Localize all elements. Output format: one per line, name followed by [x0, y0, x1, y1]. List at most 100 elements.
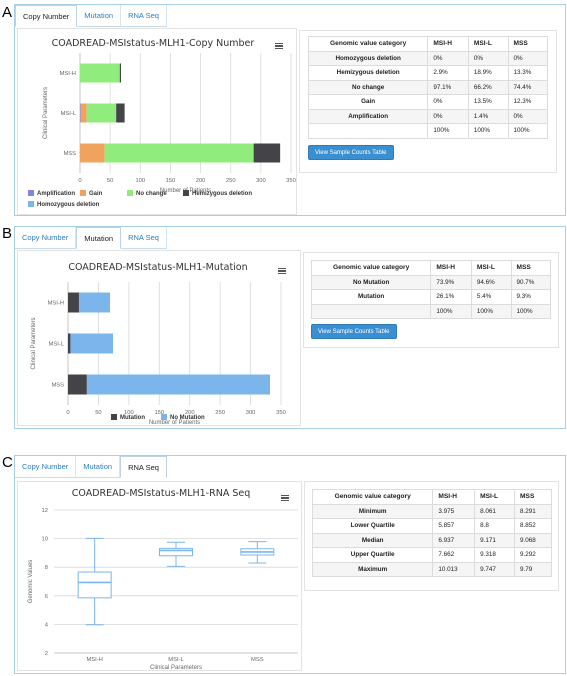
- value-cell: 0%: [427, 94, 469, 110]
- column-header: MSS: [514, 489, 552, 505]
- row-category-cell: [307, 123, 429, 139]
- x-tick-label: MSI-L: [168, 657, 184, 663]
- panel-b: Copy Number Mutation RNA Seq COADREAD-MS…: [14, 226, 566, 429]
- x-tick-label: 150: [154, 410, 164, 416]
- legend-swatch: [80, 190, 86, 196]
- value-cell: 73.9%: [430, 274, 472, 290]
- value-cell: 94.6%: [470, 274, 512, 290]
- tab-bar: Copy Number Mutation RNA Seq: [15, 456, 167, 478]
- tab-bar: Copy Number Mutation RNA Seq: [15, 5, 167, 27]
- bar-segment: [68, 374, 87, 395]
- legend-label: Mutation: [120, 415, 145, 421]
- bar-segment: [78, 292, 110, 313]
- view-sample-counts-button[interactable]: View Sample Counts Table: [311, 324, 397, 339]
- x-tick-label: 0: [66, 410, 69, 416]
- x-tick-label: 350: [286, 178, 296, 184]
- bar-segment: [80, 103, 81, 123]
- value-cell: 1.4%: [467, 108, 509, 124]
- y-tick-label: MSI-L: [49, 342, 65, 348]
- x-tick-label: 0: [78, 178, 81, 184]
- y-tick-label: MSS: [63, 151, 76, 157]
- legend-swatch: [127, 190, 133, 196]
- value-cell: 6.937: [432, 532, 476, 548]
- column-header-category: Genomic value category: [307, 36, 429, 52]
- panel-letter-b: B: [2, 225, 13, 242]
- x-tick-label: 350: [276, 410, 286, 416]
- value-cell: 90.7%: [510, 274, 551, 290]
- value-cell: 100%: [427, 123, 469, 139]
- mutation-table: Genomic value category MSI-H MSI-L MSS No Mu…: [310, 260, 551, 319]
- x-tick-label: 200: [196, 178, 206, 184]
- legend-swatch: [161, 414, 167, 420]
- value-cell: 0%: [507, 50, 548, 66]
- tab-copy-number[interactable]: Copy Number: [15, 5, 78, 27]
- table-row: Lower Quartile 5.857 8.8 8.852: [311, 518, 552, 534]
- value-cell: 74.4%: [507, 79, 548, 95]
- column-header: MSI-L: [467, 36, 509, 52]
- y-tick-label: 2: [45, 651, 48, 657]
- x-tick-label: 100: [124, 410, 134, 416]
- value-cell: 2.9%: [427, 65, 469, 81]
- value-cell: 10.013: [432, 561, 476, 577]
- table-row: Upper Quartile 7.662 9.318 9.292: [311, 547, 552, 563]
- table-row: 100% 100% 100%: [310, 303, 551, 319]
- y-tick-label: MSI-H: [60, 71, 76, 77]
- chart-menu-icon[interactable]: [278, 268, 286, 274]
- value-cell: 26.1%: [430, 289, 472, 305]
- chart-menu-icon[interactable]: [281, 495, 289, 501]
- value-cell: 8.8: [474, 518, 516, 534]
- row-category-cell: Mutation: [310, 289, 432, 305]
- tab-mutation[interactable]: Mutation: [77, 5, 122, 27]
- legend-swatch: [111, 414, 117, 420]
- value-cell: 7.662: [432, 547, 476, 563]
- table-box-rna-seq: Genomic value category MSI-H MSI-L MSS Minim…: [304, 481, 559, 591]
- legend-label: No change: [136, 191, 167, 197]
- x-tick-label: MSS: [251, 657, 264, 663]
- chart-mutation: COADREAD-MSIstatus-MLH1-Mutation 0 50 100 15…: [17, 250, 301, 426]
- view-sample-counts-button[interactable]: View Sample Counts Table: [308, 145, 394, 160]
- chart-title: COADREAD-MSIstatus-MLH1-RNA Seq: [72, 488, 251, 499]
- tab-rna-seq[interactable]: RNA Seq: [120, 456, 167, 478]
- value-cell: 8.291: [514, 503, 552, 519]
- x-tick-label: MSI-H: [86, 657, 102, 663]
- column-header: MSI-L: [470, 260, 512, 276]
- row-category-cell: Maximum: [311, 561, 434, 577]
- bar-segment: [119, 63, 121, 83]
- rna-seq-chart-svg: COADREAD-MSIstatus-MLH1-RNA Seq 2 4 6 8 10 12 G…: [28, 488, 298, 670]
- panel-c: Copy Number Mutation RNA Seq COADREAD-MS…: [14, 455, 566, 674]
- table-row: 100% 100% 100%: [307, 123, 548, 139]
- bar-segment: [68, 292, 79, 313]
- value-cell: 18.9%: [467, 65, 509, 81]
- value-cell: 100%: [467, 123, 509, 139]
- tab-rna-seq[interactable]: RNA Seq: [121, 5, 167, 27]
- y-tick-label: MSS: [51, 383, 64, 389]
- value-cell: 5.4%: [470, 289, 512, 305]
- row-category-cell: Homozygous deletion: [307, 50, 429, 66]
- column-header: MSI-H: [430, 260, 472, 276]
- x-tick-label: 300: [256, 178, 266, 184]
- tab-mutation[interactable]: Mutation: [76, 456, 121, 478]
- tab-copy-number[interactable]: Copy Number: [15, 227, 77, 249]
- value-cell: 9.318: [474, 547, 516, 563]
- chart-title: COADREAD-MSIstatus-MLH1-Copy Number: [52, 38, 255, 49]
- y-tick-label: MSI-L: [61, 111, 77, 117]
- bar-segment: [86, 374, 271, 395]
- x-axis-label: Clinical Parameters: [150, 665, 202, 670]
- chart-menu-icon[interactable]: [275, 43, 283, 49]
- y-tick-label: MSI-H: [48, 301, 64, 307]
- tab-copy-number[interactable]: Copy Number: [15, 456, 77, 478]
- row-category-cell: Gain: [307, 94, 429, 110]
- value-cell: 12.3%: [507, 94, 548, 110]
- y-tick-label: 12: [42, 508, 48, 514]
- table-row: Gain 0% 13.5% 12.3%: [307, 94, 548, 110]
- table-row: Median 6.937 9.171 9.068: [311, 532, 552, 548]
- value-cell: 100%: [507, 123, 548, 139]
- row-category-cell: Upper Quartile: [311, 547, 434, 563]
- tab-bar: Copy Number Mutation RNA Seq: [15, 227, 167, 249]
- tab-mutation[interactable]: Mutation: [76, 227, 122, 249]
- chart-copy-number: COADREAD-MSIstatus-MLH1-Copy Number 0 50 10…: [17, 28, 297, 215]
- panel-letter-c: C: [2, 454, 13, 471]
- table-row: No change 97.1% 66.2% 74.4%: [307, 79, 548, 95]
- value-cell: 97.1%: [427, 79, 469, 95]
- tab-rna-seq[interactable]: RNA Seq: [121, 227, 167, 249]
